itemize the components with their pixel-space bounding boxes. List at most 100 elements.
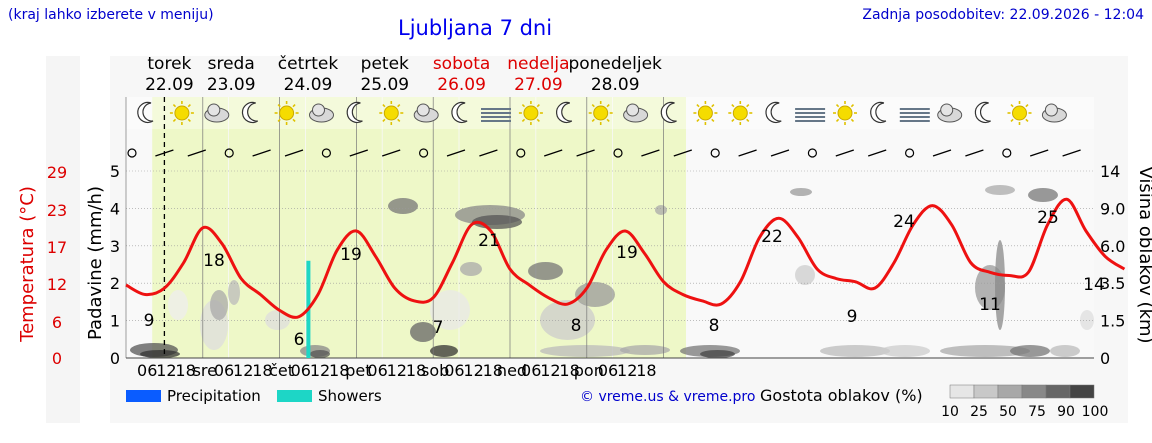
sun-ray bbox=[521, 103, 526, 108]
x-tick-label: 06 bbox=[214, 361, 234, 380]
sun-ray bbox=[382, 118, 386, 123]
fog-icon bbox=[481, 108, 511, 122]
cloud-height-tick-label: 14 bbox=[1100, 162, 1120, 181]
moon-icon bbox=[765, 101, 782, 124]
cloud-cover-blob bbox=[620, 345, 670, 355]
sun-ray bbox=[731, 118, 735, 123]
cloud-cover-blob bbox=[388, 198, 418, 214]
x-tick-label: 06 bbox=[598, 361, 618, 380]
wind-barb-icon bbox=[673, 149, 693, 157]
day-date-label: 22.09 bbox=[145, 75, 194, 95]
cloud-height-tick-label: 0 bbox=[1100, 349, 1110, 368]
x-tick-label: 18 bbox=[559, 361, 579, 380]
moon-icon bbox=[451, 101, 468, 124]
precip-tick-label: 2 bbox=[110, 274, 120, 293]
wind-barb-icon bbox=[479, 149, 498, 157]
sun-ray bbox=[187, 118, 191, 123]
sun-ray bbox=[1025, 118, 1029, 123]
x-tick-label: ned bbox=[497, 361, 527, 380]
temperature-value-label: 19 bbox=[340, 245, 362, 265]
cloud-density-level-label: 75 bbox=[1028, 404, 1046, 420]
moon-icon bbox=[451, 101, 468, 124]
wind-barb-icon bbox=[835, 149, 855, 157]
cloud-cover-blob bbox=[940, 345, 1030, 357]
cloud-cover-blob bbox=[228, 280, 240, 305]
cloud-density-level-label: 100 bbox=[1082, 404, 1109, 420]
moon-icon bbox=[241, 101, 259, 124]
temp-tick-label: 17 bbox=[47, 238, 67, 257]
cloud-puff bbox=[1044, 103, 1058, 117]
cloud-height-axis-label: Višina oblakov (km) bbox=[1135, 166, 1152, 343]
day-name-label: nedelja bbox=[507, 54, 569, 74]
sun-ray bbox=[187, 103, 191, 108]
cloud-cover-blob bbox=[265, 310, 290, 330]
sun-ray bbox=[850, 103, 855, 108]
wind-barb-icon bbox=[446, 149, 466, 157]
calm-wind-icon bbox=[419, 148, 429, 158]
precip-tick-label: 3 bbox=[110, 237, 120, 256]
wind-barb-icon bbox=[155, 149, 174, 157]
cloud-cover-blob bbox=[1028, 188, 1058, 202]
sun-ray bbox=[746, 118, 750, 123]
temperature-value-label: 11 bbox=[979, 295, 1001, 315]
calm-wind-icon bbox=[516, 148, 526, 158]
cloud-icon bbox=[309, 103, 334, 123]
calm-wind-icon bbox=[904, 148, 915, 158]
cloud-height-tick-label: 3.5 bbox=[1100, 274, 1125, 293]
wind-barb-icon bbox=[641, 149, 660, 157]
x-tick-label: 06 bbox=[291, 361, 311, 380]
cloud-density-level-label: 10 bbox=[941, 404, 959, 420]
wind-barb-icon bbox=[284, 149, 304, 157]
cloud-cover-blob bbox=[528, 262, 563, 280]
location-hint-link[interactable]: (kraj lahko izberete v meniju) bbox=[8, 7, 214, 23]
precip-tick-label: 5 bbox=[110, 162, 120, 181]
calm-wind-icon bbox=[321, 148, 331, 158]
sun-icon bbox=[169, 101, 194, 125]
moon-icon bbox=[346, 101, 363, 124]
cloud-puff bbox=[312, 103, 325, 117]
cloud-height-tick-label: 1.5 bbox=[1100, 312, 1125, 331]
x-tick-label: 06 bbox=[367, 361, 387, 380]
cloud-puff bbox=[207, 103, 221, 117]
temperature-value-label: 22 bbox=[761, 227, 783, 247]
moon-icon bbox=[974, 101, 991, 124]
day-date-label: 25.09 bbox=[360, 75, 409, 95]
sun-icon bbox=[593, 105, 609, 121]
temp-tick-label: 23 bbox=[47, 201, 67, 220]
calm-wind-icon bbox=[807, 148, 818, 158]
sun-icon bbox=[523, 105, 539, 121]
wind-barb-icon bbox=[1062, 149, 1081, 157]
wind-barb-icon bbox=[770, 149, 790, 157]
moon-icon bbox=[556, 101, 573, 124]
cloud-height-tick-label: 9.0 bbox=[1100, 199, 1125, 218]
sun-ray bbox=[292, 103, 296, 108]
moon-icon bbox=[870, 101, 887, 124]
cloud-height-tick-label: 6.0 bbox=[1100, 237, 1125, 256]
cloud-density-swatch bbox=[1045, 384, 1071, 399]
x-tick-label: 18 bbox=[252, 361, 272, 380]
sun-icon bbox=[1012, 105, 1027, 121]
temperature-value-label: 21 bbox=[478, 231, 500, 251]
day-date-label: 26.09 bbox=[437, 75, 486, 95]
cloud-cover-blob bbox=[410, 322, 436, 342]
x-tick-label: čet bbox=[269, 361, 294, 380]
x-tick-label: 12 bbox=[387, 361, 407, 380]
day-name-label: ponedeljek bbox=[568, 54, 662, 74]
temperature-value-label: 25 bbox=[1037, 208, 1059, 228]
showers-legend-swatch bbox=[277, 390, 312, 402]
temp-tick-label: 29 bbox=[47, 163, 67, 182]
wind-barb-icon bbox=[349, 149, 369, 157]
temperature-value-label: 9 bbox=[144, 311, 155, 331]
wind-barb-icon bbox=[932, 149, 952, 157]
cloud-cover-blob bbox=[655, 205, 667, 215]
wind-barb-icon bbox=[1029, 149, 1049, 157]
x-tick-label: 18 bbox=[483, 361, 503, 380]
temperature-value-label: 7 bbox=[433, 318, 444, 338]
cloud-cover-blob bbox=[210, 290, 228, 320]
sun-ray bbox=[731, 103, 735, 108]
x-tick-label: 18 bbox=[329, 361, 349, 380]
sun-ray bbox=[746, 103, 750, 108]
cloud-cover-blob bbox=[140, 350, 180, 358]
x-tick-label: 12 bbox=[617, 361, 637, 380]
temperature-value-label: 14 bbox=[1083, 275, 1105, 295]
